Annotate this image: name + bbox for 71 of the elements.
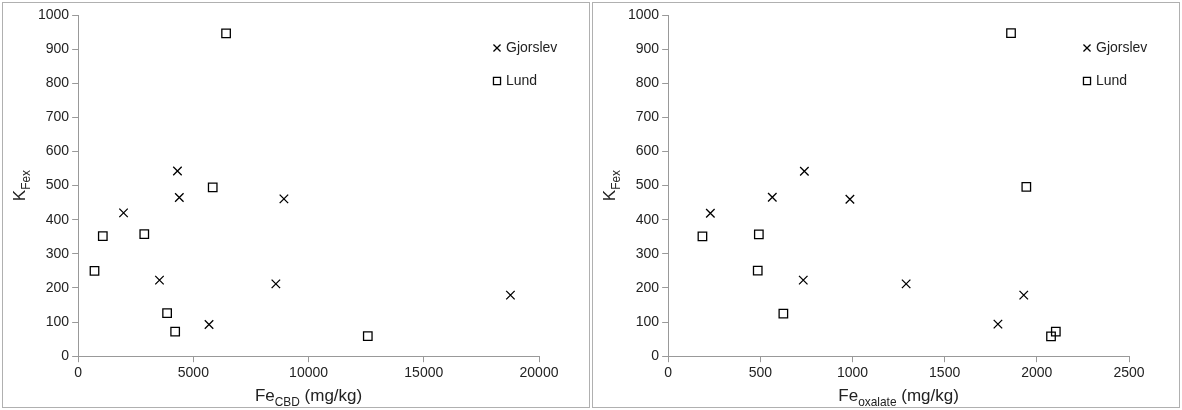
point bbox=[1021, 182, 1032, 192]
x-tick-label: 10000 bbox=[289, 364, 329, 381]
y-tick-label: 400 bbox=[635, 210, 660, 227]
point bbox=[1050, 326, 1061, 337]
point bbox=[767, 192, 778, 203]
x-tick-label: 1500 bbox=[929, 364, 961, 381]
y-tick-label: 200 bbox=[635, 278, 660, 295]
y-tick-label: 600 bbox=[45, 142, 70, 159]
y-tick-label: 1000 bbox=[627, 5, 660, 22]
x-tick-label: 2000 bbox=[1021, 364, 1053, 381]
point bbox=[845, 194, 855, 205]
x-tick-label: 1000 bbox=[836, 364, 869, 381]
y-axis-title: KFex bbox=[600, 169, 624, 202]
x-tick-label: 0 bbox=[74, 364, 83, 381]
point bbox=[172, 166, 183, 176]
y-tick-label: 700 bbox=[635, 108, 660, 125]
y-tick-label: 700 bbox=[45, 108, 70, 125]
point bbox=[279, 194, 289, 204]
point bbox=[799, 166, 810, 177]
point bbox=[752, 265, 763, 276]
point bbox=[901, 278, 912, 289]
y-tick-label: 900 bbox=[635, 39, 660, 56]
point bbox=[89, 266, 100, 276]
y-tick-label: 500 bbox=[635, 176, 660, 193]
legend-label: Lund bbox=[1096, 71, 1128, 88]
x-tick-label: 5000 bbox=[177, 364, 210, 381]
x-tick-label: 20000 bbox=[519, 364, 559, 381]
point bbox=[97, 231, 108, 241]
y-tick-label: 600 bbox=[635, 142, 660, 159]
legend-label: Lund bbox=[506, 71, 538, 88]
y-tick-label: 100 bbox=[635, 312, 660, 329]
point bbox=[204, 319, 214, 330]
y-tick-label: 0 bbox=[61, 347, 70, 364]
y-tick-label: 900 bbox=[45, 39, 70, 56]
y-tick-label: 0 bbox=[651, 347, 660, 364]
y-tick-label: 1000 bbox=[37, 5, 70, 22]
x-tick-label: 2500 bbox=[1113, 364, 1145, 381]
point bbox=[207, 182, 218, 193]
point bbox=[505, 290, 516, 301]
point bbox=[753, 229, 764, 240]
x-tick-label: 15000 bbox=[404, 364, 444, 381]
point bbox=[993, 319, 1003, 330]
y-axis-title: KFex bbox=[10, 169, 34, 202]
point bbox=[778, 308, 789, 319]
point bbox=[139, 229, 150, 239]
point bbox=[170, 326, 181, 337]
point bbox=[174, 192, 185, 203]
y-tick-label: 200 bbox=[45, 278, 70, 295]
point bbox=[362, 331, 373, 341]
point bbox=[1006, 28, 1016, 38]
y-tick-label: 800 bbox=[45, 74, 70, 91]
y-tick-label: 800 bbox=[635, 74, 660, 91]
point bbox=[1018, 290, 1029, 301]
point bbox=[705, 208, 716, 219]
point bbox=[798, 275, 809, 286]
point bbox=[270, 278, 281, 289]
y-tick-label: 100 bbox=[45, 312, 70, 329]
x-tick-label: 0 bbox=[664, 364, 673, 381]
y-tick-label: 300 bbox=[635, 244, 660, 261]
legend-label: Gjorslev bbox=[506, 38, 558, 55]
point bbox=[221, 28, 231, 39]
point bbox=[1046, 331, 1056, 342]
y-tick-label: 400 bbox=[45, 210, 70, 227]
y-tick-label: 300 bbox=[45, 244, 70, 261]
point bbox=[154, 275, 165, 286]
point bbox=[162, 308, 172, 319]
point bbox=[118, 208, 129, 218]
y-tick-label: 500 bbox=[45, 176, 70, 193]
point bbox=[697, 231, 708, 242]
x-tick-label: 500 bbox=[748, 364, 773, 381]
legend-label: Gjorslev bbox=[1096, 38, 1148, 55]
